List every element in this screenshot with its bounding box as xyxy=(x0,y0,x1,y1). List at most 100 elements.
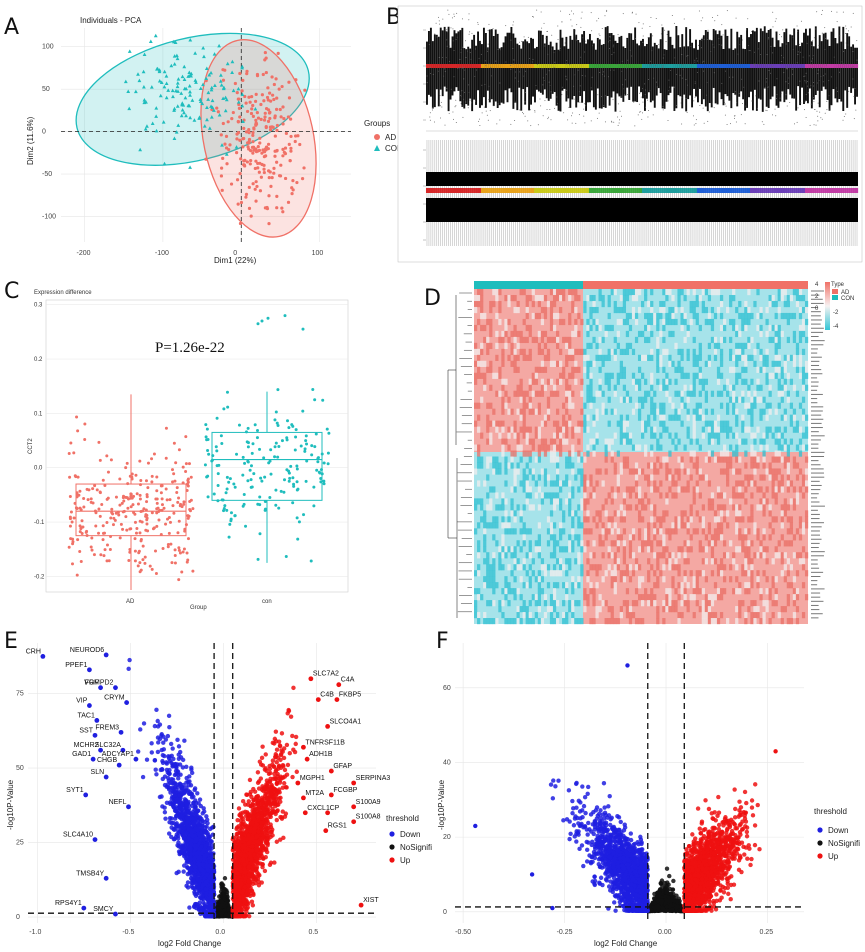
boxplot-top-outlier xyxy=(560,96,562,98)
heatmap-cell xyxy=(528,618,532,625)
heatmap-cell xyxy=(710,504,715,511)
expr-point-ad xyxy=(93,484,97,488)
pca-point-con xyxy=(197,115,202,119)
heatmap-cell xyxy=(489,576,493,583)
heatmap-cell xyxy=(589,480,593,487)
heatmap-cell xyxy=(735,348,739,356)
heatmap-cell xyxy=(613,462,617,469)
heatmap-cell xyxy=(531,312,535,320)
expr-point-con xyxy=(249,485,253,489)
heatmap-cell xyxy=(622,372,627,379)
heatmap-cell xyxy=(710,438,715,445)
pca-point-con xyxy=(236,100,241,104)
heatmap-cell xyxy=(750,582,754,589)
heatmap-cell xyxy=(774,348,778,356)
heatmap-cell xyxy=(522,558,526,565)
boxplot-top-outlier xyxy=(565,89,567,91)
expr-point-con xyxy=(205,427,209,431)
heatmap-cell xyxy=(522,289,526,296)
heatmap-cell xyxy=(549,612,554,619)
boxplot-top-box xyxy=(632,64,635,68)
boxplot-top-outlier xyxy=(782,29,784,31)
heatmap-cell xyxy=(631,408,636,415)
boxplot-top-box xyxy=(431,64,434,68)
boxplot-top-outlier xyxy=(460,95,462,97)
boxplot-top-outlier xyxy=(537,124,539,126)
expr-point-con xyxy=(285,438,289,442)
heatmap-cell xyxy=(586,516,590,523)
heatmap-cell xyxy=(522,522,526,529)
pca-point-con xyxy=(164,95,169,100)
boxplot-top-box xyxy=(427,64,431,68)
heatmap-cell xyxy=(528,540,532,547)
expr-point-ad xyxy=(70,562,74,566)
heatmap-cell xyxy=(580,408,584,415)
heatmap-cell xyxy=(759,330,763,338)
heatmap-cell xyxy=(777,330,781,338)
heatmap-cell xyxy=(686,606,690,613)
heatmap-cell xyxy=(628,289,633,296)
boxplot-top-outlier xyxy=(634,125,636,127)
heatmap-cell xyxy=(771,582,775,589)
heatmap-cell xyxy=(777,426,781,433)
heatmap-cell xyxy=(747,552,751,559)
boxplot-top-outlier xyxy=(601,27,603,29)
boxplot-top-outlier xyxy=(699,104,701,106)
heatmap-cell xyxy=(771,360,775,367)
boxplot-top-outlier xyxy=(655,17,657,19)
heatmap-cell xyxy=(622,552,627,559)
heatmap-cell xyxy=(780,289,784,296)
boxplot-top-outlier xyxy=(449,45,451,47)
heatmap-cell xyxy=(610,576,614,583)
boxplot-bot-box xyxy=(647,188,650,193)
heatmap-cell xyxy=(595,522,599,529)
heatmap-cell xyxy=(589,312,593,320)
heatmap-cell xyxy=(653,552,657,559)
heatmap-cell xyxy=(780,618,784,625)
boxplot-top-outlier xyxy=(747,18,749,20)
expr-ytick: 0.3 xyxy=(34,303,43,309)
heatmap-cell xyxy=(528,348,532,356)
pca-point-con xyxy=(219,73,223,77)
heatmap-cell xyxy=(695,402,699,409)
heatmap-cell xyxy=(522,354,526,361)
boxplot-bot-box xyxy=(575,188,578,193)
pca-point-con xyxy=(172,106,177,111)
heatmap-cell xyxy=(534,366,538,373)
pca-point-ad xyxy=(256,166,260,170)
expr-point-ad xyxy=(129,505,133,509)
heatmap-cell xyxy=(677,456,681,463)
heatmap-cell xyxy=(504,342,508,350)
heatmap-cell xyxy=(674,432,678,439)
heatmap-cell xyxy=(549,336,554,344)
heatmap-cell xyxy=(525,582,529,589)
boxplot-top-outlier xyxy=(845,25,847,27)
heatmap-cell xyxy=(583,474,587,481)
heatmap-cell xyxy=(662,366,666,373)
heatmap-cell xyxy=(732,390,736,397)
boxplot-top-box xyxy=(455,64,458,68)
heatmap-cell xyxy=(568,384,572,391)
heatmap-cell xyxy=(662,426,666,433)
boxplot-top-box xyxy=(588,64,592,68)
boxplot-top-outlier xyxy=(718,44,720,46)
heatmap-cell xyxy=(543,354,548,361)
pca-point-ad xyxy=(262,170,266,175)
boxplot-top-outlier xyxy=(607,41,609,43)
heatmap-cell xyxy=(565,582,569,589)
boxplot-top-outlier xyxy=(575,35,577,37)
heatmap-cell xyxy=(786,540,790,547)
heatmap-cell xyxy=(607,396,611,403)
boxplot-top-outlier xyxy=(693,100,695,102)
heatmap-cell xyxy=(516,366,520,373)
heatmap-cell xyxy=(695,486,699,493)
heatmap-cell xyxy=(674,516,678,523)
boxplot-top-box xyxy=(457,64,460,68)
heatmap-cell xyxy=(580,318,584,326)
heatmap-cell xyxy=(641,618,645,625)
heatmap-cell xyxy=(719,534,724,541)
expr-point-con xyxy=(204,435,208,439)
boxplot-top-outlier xyxy=(651,50,653,52)
heatmap-cell xyxy=(634,378,639,385)
boxplot-top-outlier xyxy=(706,38,708,40)
